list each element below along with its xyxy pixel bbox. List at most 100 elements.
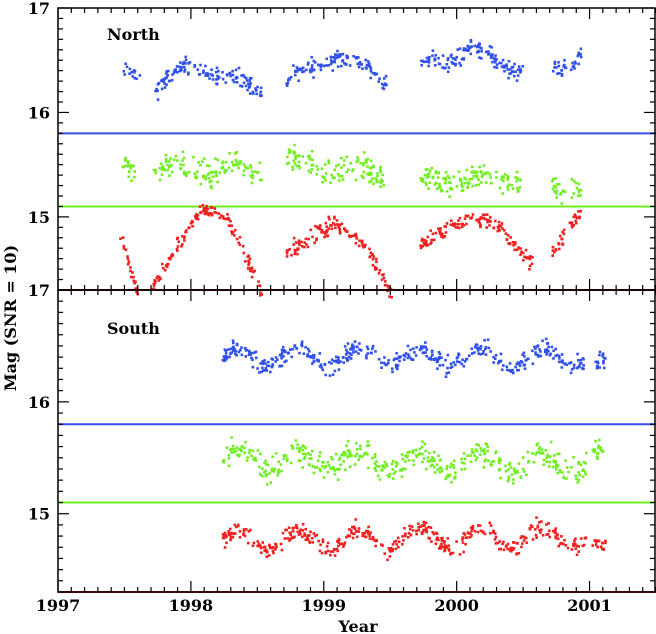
north-red-point (175, 237, 179, 241)
south-green-point (494, 450, 498, 453)
south-red-point (299, 528, 302, 532)
north-red-point (201, 203, 205, 207)
south-green-point (452, 459, 456, 463)
south-red-point (281, 531, 285, 535)
south-panel-label: South (107, 319, 160, 338)
north-blue-point (476, 44, 480, 47)
north-red-point (348, 235, 352, 239)
south-red-point (417, 525, 420, 529)
north-green-point (345, 155, 349, 159)
north-green-point (330, 173, 333, 177)
north-green-point (182, 163, 185, 167)
north-blue-point (131, 75, 135, 78)
south-green-point (513, 469, 516, 473)
north-red-point (247, 254, 251, 258)
north-green-point (123, 159, 127, 162)
south-blue-point (394, 363, 398, 367)
south-green-point (597, 446, 600, 450)
north-blue-point (454, 58, 457, 61)
north-blue-point (356, 62, 360, 66)
north-red-point (221, 215, 225, 219)
south-red-point (511, 548, 515, 551)
south-blue-point (447, 371, 451, 374)
north-red-point (132, 275, 135, 279)
south-green-point (469, 454, 472, 457)
north-green-point (515, 170, 519, 174)
south-blue-point (602, 359, 605, 363)
south-green-point (433, 459, 436, 463)
north-red-point (482, 217, 486, 220)
south-green-point (567, 470, 570, 474)
north-blue-point (446, 58, 450, 62)
north-blue-point (206, 74, 210, 78)
north-blue-point (427, 64, 430, 68)
south-green-point (298, 448, 301, 452)
north-green-point (201, 174, 205, 178)
north-green-point (369, 159, 373, 163)
north-blue-point (214, 70, 218, 74)
south-green-point (453, 477, 456, 480)
south-green-point (412, 459, 415, 462)
north-green-point (234, 152, 237, 155)
south-blue-point (523, 367, 527, 370)
north-blue-point (441, 66, 444, 69)
south-green-point (286, 457, 289, 461)
south-blue-point (505, 365, 509, 369)
north-blue-point (202, 71, 205, 74)
north-red-point (302, 245, 306, 249)
north-blue-point (308, 68, 312, 72)
north-green-point (293, 143, 296, 147)
south-green-point (366, 452, 369, 456)
south-red-point (535, 536, 538, 539)
north-red-point (382, 276, 386, 280)
south-green-point (425, 467, 428, 471)
north-red-point (521, 251, 525, 255)
south-red-point (556, 533, 559, 536)
north-green-point (559, 192, 562, 196)
north-green-point (218, 171, 222, 175)
north-blue-point (244, 76, 248, 80)
south-green-point (264, 474, 268, 478)
south-green-point (378, 478, 382, 481)
north-red-point (176, 249, 179, 252)
north-blue-point (365, 63, 369, 67)
north-green-point (311, 149, 314, 153)
south-red-point (469, 526, 473, 529)
north-green-point (291, 168, 295, 171)
north-red-point (579, 209, 583, 213)
north-blue-point (156, 98, 160, 101)
north-blue-point (489, 56, 493, 59)
south-red-point (493, 538, 497, 541)
north-blue-point (156, 82, 160, 86)
north-blue-point (211, 78, 215, 81)
south-blue-point (541, 339, 544, 343)
south-red-point (326, 549, 330, 553)
south-red-point (493, 532, 497, 535)
south-blue-point (552, 349, 555, 353)
north-blue-point (579, 55, 583, 59)
south-green-point (355, 441, 358, 445)
north-blue-point (356, 56, 360, 59)
south-blue-point (224, 352, 228, 355)
north-red-point (177, 240, 181, 244)
south-blue-point (263, 359, 266, 362)
south-red-point (471, 527, 475, 530)
south-blue-point (345, 356, 348, 360)
north-green-point (221, 160, 225, 164)
north-blue-point (454, 62, 458, 66)
north-green-point (158, 166, 162, 170)
north-green-point (130, 179, 133, 182)
north-blue-point (470, 45, 474, 48)
north-blue-point (421, 59, 424, 63)
south-blue-point (251, 358, 254, 362)
south-green-point (388, 472, 392, 476)
south-red-point (310, 537, 314, 540)
north-red-point (551, 254, 555, 257)
south-red-point (329, 553, 332, 557)
south-green-point (373, 455, 377, 459)
south-green-point (447, 475, 450, 478)
south-green-point (348, 450, 351, 454)
north-blue-point (334, 56, 338, 60)
south-blue-point (596, 361, 600, 365)
north-blue-point (165, 76, 168, 79)
